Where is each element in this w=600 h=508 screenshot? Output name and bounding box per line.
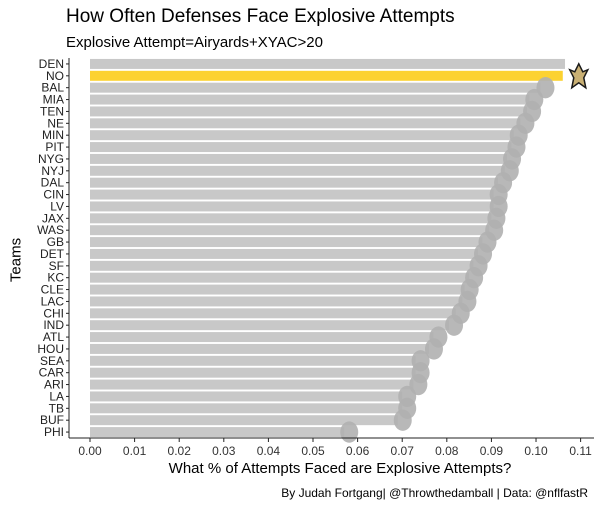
bar-sf	[90, 260, 474, 271]
y-tick-label-dal: DAL	[41, 176, 65, 190]
x-tick-label-0.08: 0.08	[435, 444, 459, 458]
x-tick-label-0.09: 0.09	[480, 444, 504, 458]
y-tick-label-was: WAS	[37, 223, 64, 237]
y-tick-label-chi: CHI	[43, 306, 64, 320]
y-tick-label-nyg: NYG	[38, 152, 64, 166]
y-tick-label-phi: PHI	[44, 425, 64, 439]
y-tick-label-sea: SEA	[40, 354, 64, 368]
chart-caption: By Judah Fortgang| @Throwthedamball | Da…	[281, 486, 588, 500]
y-tick-label-min: MIN	[42, 128, 64, 142]
bar-gb	[90, 237, 483, 248]
x-axis-label: What % of Attempts Faced are Explosive A…	[168, 460, 512, 477]
bar-sea	[90, 355, 416, 366]
y-tick-label-lac: LAC	[41, 294, 65, 308]
team-logo-buf	[393, 409, 412, 431]
y-tick-label-ten: TEN	[40, 104, 64, 118]
y-tick-label-ind: IND	[43, 318, 64, 332]
y-tick-label-pit: PIT	[45, 140, 64, 154]
y-tick-label-kc: KC	[47, 271, 64, 285]
bar-kc	[90, 272, 470, 283]
fleur-de-lis-icon	[568, 62, 590, 90]
bar-buf	[90, 415, 398, 426]
bar-atl	[90, 332, 434, 343]
bar-hou	[90, 343, 429, 354]
bar-ten	[90, 106, 528, 117]
bar-tb	[90, 403, 403, 414]
bar-lac	[90, 296, 463, 307]
bar-min	[90, 130, 514, 141]
bar-cin	[90, 189, 494, 200]
team-logo-phi	[340, 421, 359, 443]
bar-chi	[90, 308, 456, 319]
bar-bal	[90, 82, 541, 93]
bar-mia	[90, 94, 530, 105]
y-tick-label-ne: NE	[47, 116, 64, 130]
y-tick-label-sf: SF	[49, 259, 64, 273]
y-tick-label-den: DEN	[39, 57, 64, 71]
y-tick-label-bal: BAL	[41, 81, 64, 95]
bar-nyg	[90, 153, 508, 164]
bar-det	[90, 248, 479, 259]
team-logo-ind	[445, 314, 464, 336]
bar-la	[90, 391, 403, 402]
y-tick-label-jax: JAX	[42, 211, 64, 225]
x-tick-label-0.11: 0.11	[569, 444, 592, 458]
bar-den	[90, 58, 566, 69]
bar-nyj	[90, 165, 505, 176]
chart-title: How Often Defenses Face Explosive Attemp…	[66, 6, 455, 27]
y-tick-label-no: NO	[46, 69, 64, 83]
y-tick-label-ari: ARI	[44, 378, 64, 392]
y-tick-label-tb: TB	[49, 401, 64, 415]
y-tick-label-car: CAR	[39, 366, 65, 380]
y-tick-label-hou: HOU	[37, 342, 64, 356]
y-tick-label-mia: MIA	[43, 93, 64, 107]
bar-no	[90, 70, 563, 81]
y-tick-label-nyj: NYJ	[41, 164, 64, 178]
bar-pit	[90, 142, 512, 153]
y-tick-label-atl: ATL	[43, 330, 64, 344]
x-tick-label-0.00: 0.00	[78, 444, 102, 458]
bar-jax	[90, 213, 492, 224]
x-tick-label-0.02: 0.02	[168, 444, 192, 458]
x-tick-label-0.04: 0.04	[257, 444, 281, 458]
bar-dal	[90, 177, 499, 188]
bar-ind	[90, 320, 450, 331]
bar-car	[90, 367, 416, 378]
y-tick-label-buf: BUF	[40, 413, 64, 427]
bar-was	[90, 225, 490, 236]
x-tick-label-0.05: 0.05	[301, 444, 325, 458]
bar-lv	[90, 201, 494, 212]
x-tick-label-0.01: 0.01	[123, 444, 147, 458]
bar-phi	[90, 427, 345, 438]
x-tick-label-0.03: 0.03	[212, 444, 236, 458]
y-tick-label-det: DET	[40, 247, 65, 261]
x-tick-label-0.10: 0.10	[524, 444, 548, 458]
bar-cle	[90, 284, 465, 295]
chart-subtitle: Explosive Attempt=Airyards+XYAC>20	[66, 34, 323, 51]
x-tick-label-0.06: 0.06	[346, 444, 370, 458]
bar-ne	[90, 118, 521, 129]
y-tick-label-la: LA	[49, 389, 64, 403]
y-tick-label-cle: CLE	[41, 283, 64, 297]
y-tick-label-lv: LV	[50, 199, 64, 213]
bar-ari	[90, 379, 414, 390]
team-logo-hou	[424, 338, 443, 360]
y-tick-label-cin: CIN	[43, 188, 64, 202]
x-tick-label-0.07: 0.07	[391, 444, 415, 458]
y-tick-label-gb: GB	[47, 235, 64, 249]
